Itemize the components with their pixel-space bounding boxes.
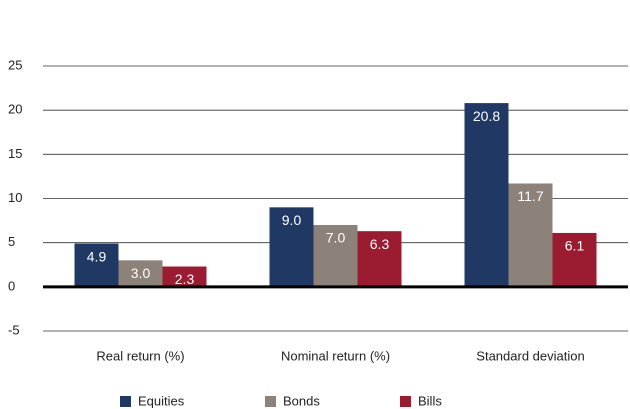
bar <box>313 225 358 287</box>
legend-label: Bills <box>418 393 442 408</box>
legend-swatch <box>120 396 131 407</box>
y-tick-label: 0 <box>8 278 15 293</box>
y-tick-label: 25 <box>8 57 22 72</box>
legend-label: Equities <box>138 393 185 408</box>
legend-label: Bonds <box>283 393 320 408</box>
y-tick-label: 15 <box>8 146 22 161</box>
y-tick-label: 20 <box>8 102 22 117</box>
value-label: 9.0 <box>282 212 302 228</box>
bar <box>464 103 509 287</box>
value-label: 11.7 <box>517 188 543 204</box>
legend-swatch <box>265 396 276 407</box>
bar <box>118 260 163 287</box>
bar <box>269 207 314 287</box>
value-label: 6.3 <box>370 236 390 252</box>
y-tick-label: -5 <box>8 322 20 337</box>
y-tick-label: 5 <box>8 234 15 249</box>
bar <box>508 183 553 287</box>
value-label: 4.9 <box>87 248 107 264</box>
x-tick-label: Standard deviation <box>476 348 584 363</box>
bar <box>552 232 597 287</box>
value-label: 2.3 <box>175 271 195 287</box>
value-label: 20.8 <box>473 108 500 124</box>
y-tick-label: 10 <box>8 190 22 205</box>
bar <box>74 243 119 287</box>
value-label: 3.0 <box>131 265 151 281</box>
x-tick-label: Nominal return (%) <box>281 348 390 363</box>
value-label: 6.1 <box>565 238 585 254</box>
value-label: 7.0 <box>326 230 346 246</box>
bar <box>162 266 207 287</box>
legend-swatch <box>400 396 411 407</box>
bar <box>357 231 402 287</box>
x-tick-label: Real return (%) <box>96 348 184 363</box>
